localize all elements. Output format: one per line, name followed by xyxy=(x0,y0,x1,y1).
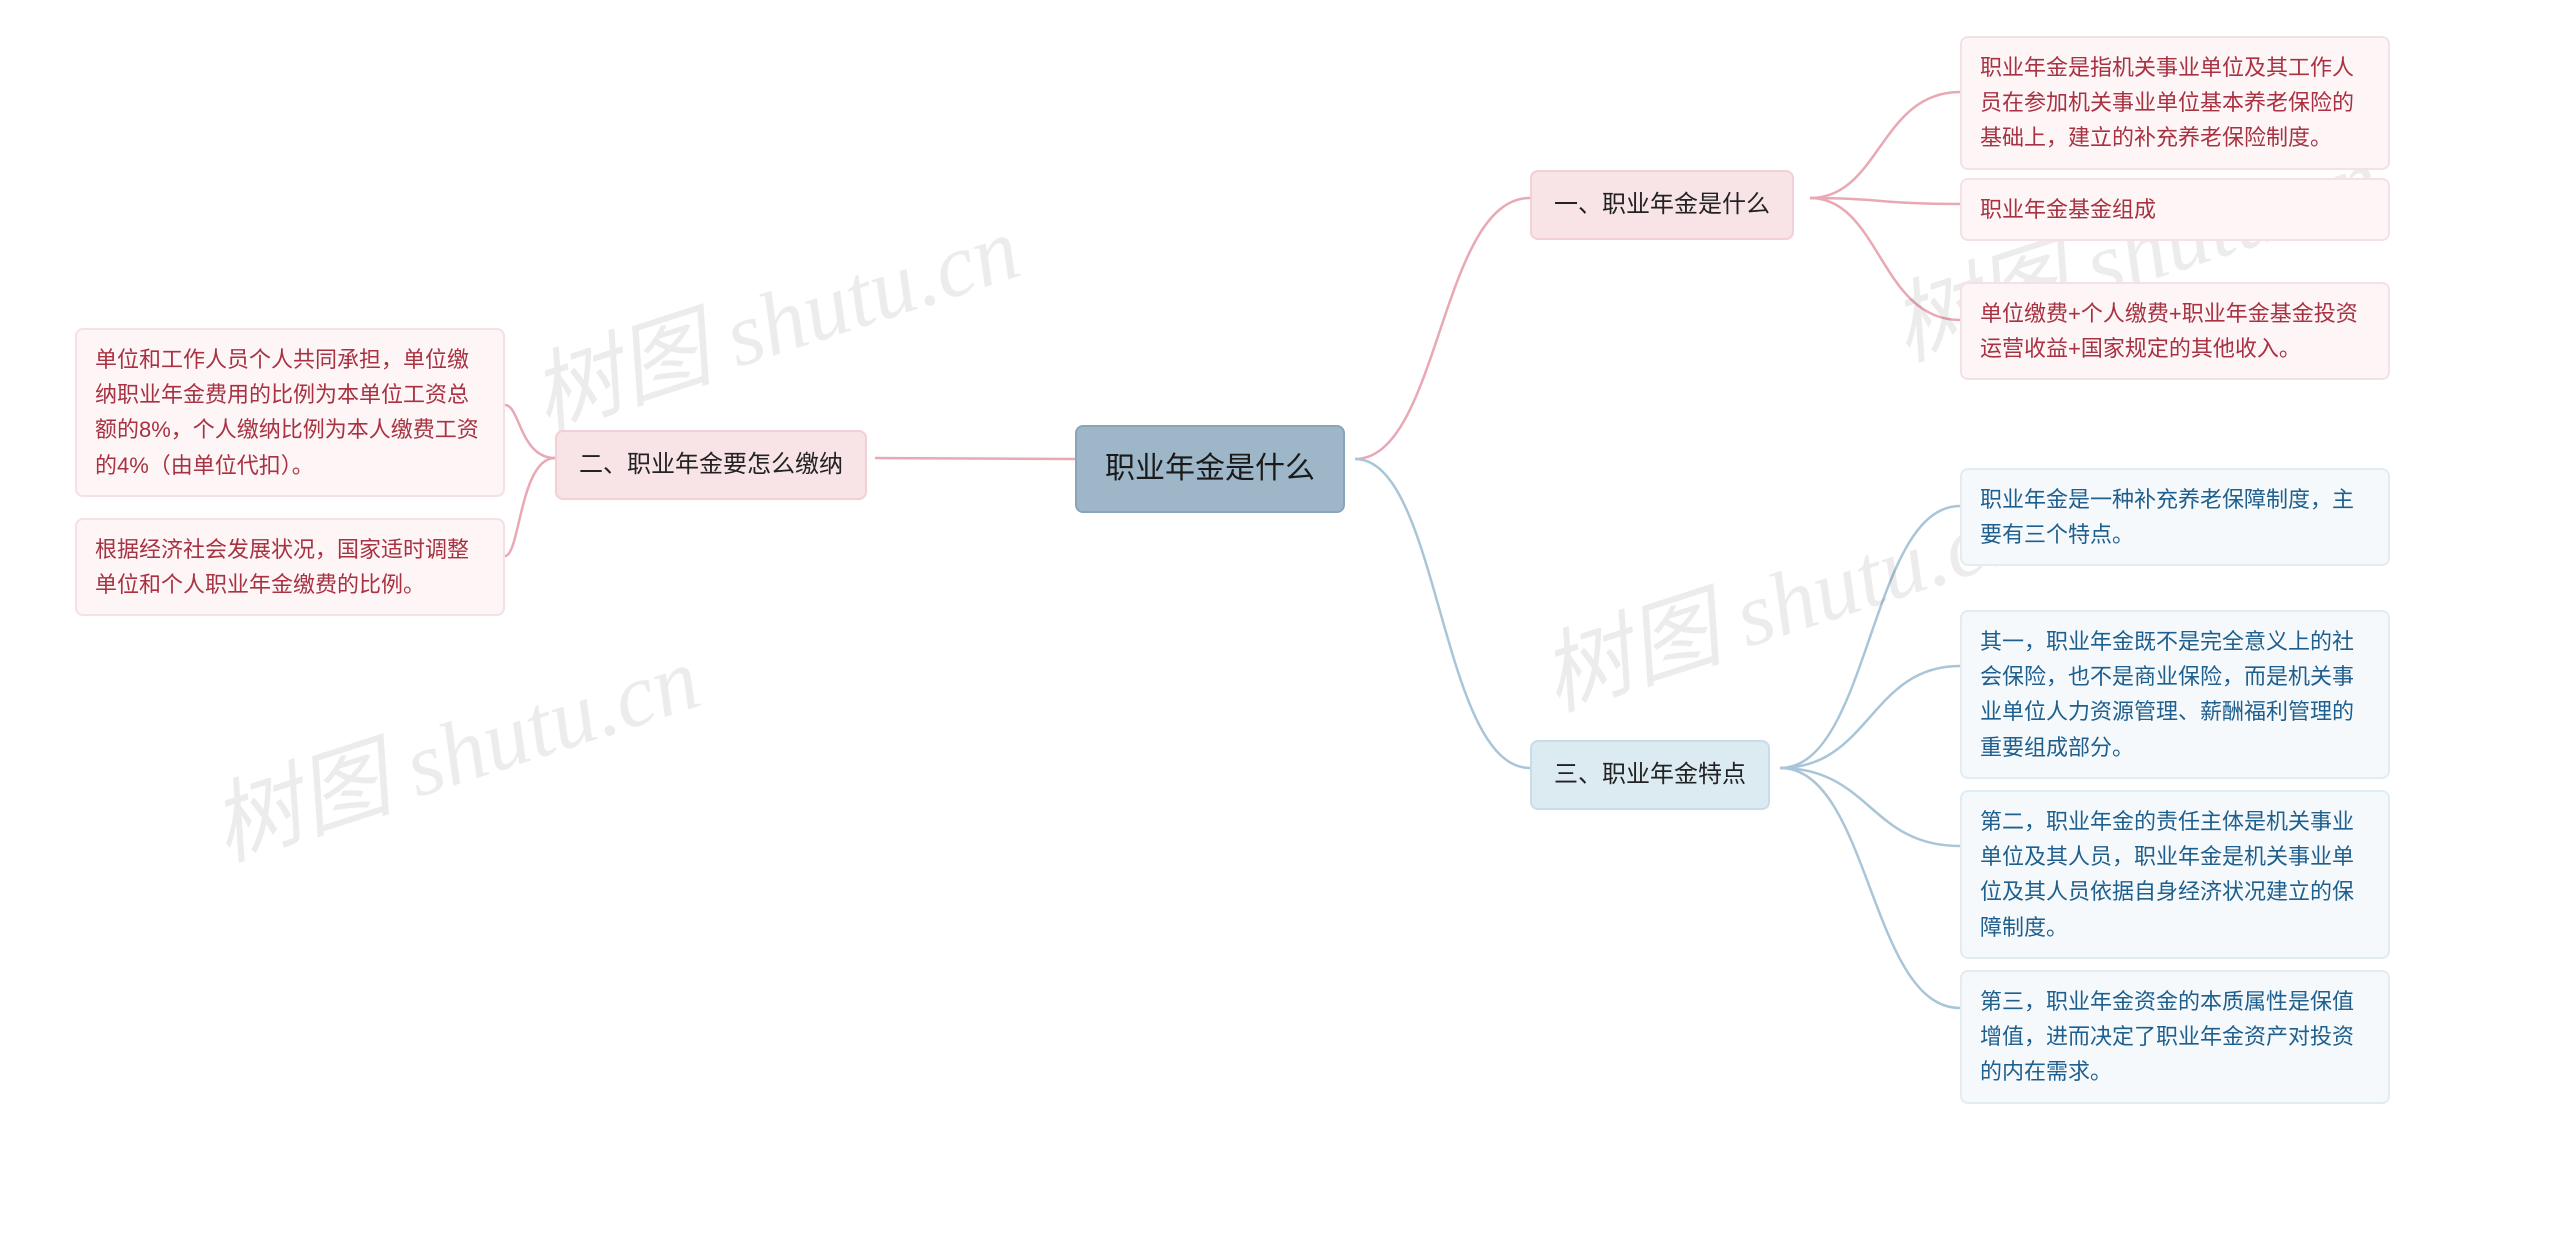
branch-2[interactable]: 二、职业年金要怎么缴纳 xyxy=(555,430,867,500)
leaf-b3-3[interactable]: 第二，职业年金的责任主体是机关事业单位及其人员，职业年金是机关事业单位及其人员依… xyxy=(1960,790,2390,959)
branch-3-label: 三、职业年金特点 xyxy=(1554,756,1746,794)
leaf-b3-2[interactable]: 其一，职业年金既不是完全意义上的社会保险，也不是商业保险，而是机关事业单位人力资… xyxy=(1960,610,2390,779)
leaf-text: 根据经济社会发展状况，国家适时调整单位和个人职业年金缴费的比例。 xyxy=(95,532,485,602)
branch-1-label: 一、职业年金是什么 xyxy=(1554,186,1770,224)
branch-3[interactable]: 三、职业年金特点 xyxy=(1530,740,1770,810)
leaf-b1-1[interactable]: 职业年金是指机关事业单位及其工作人员在参加机关事业单位基本养老保险的基础上，建立… xyxy=(1960,36,2390,170)
leaf-b2-2[interactable]: 根据经济社会发展状况，国家适时调整单位和个人职业年金缴费的比例。 xyxy=(75,518,505,616)
leaf-text: 职业年金是指机关事业单位及其工作人员在参加机关事业单位基本养老保险的基础上，建立… xyxy=(1980,50,2370,156)
mindmap-root[interactable]: 职业年金是什么 xyxy=(1075,425,1345,513)
branch-1[interactable]: 一、职业年金是什么 xyxy=(1530,170,1794,240)
leaf-text: 单位和工作人员个人共同承担，单位缴纳职业年金费用的比例为本单位工资总额的8%，个… xyxy=(95,342,485,483)
watermark: 树图 shutu.cn xyxy=(192,605,712,885)
leaf-b3-1[interactable]: 职业年金是一种补充养老保障制度，主要有三个特点。 xyxy=(1960,468,2390,566)
leaf-text: 职业年金是一种补充养老保障制度，主要有三个特点。 xyxy=(1980,482,2370,552)
leaf-text: 其一，职业年金既不是完全意义上的社会保险，也不是商业保险，而是机关事业单位人力资… xyxy=(1980,624,2370,765)
leaf-text: 单位缴费+个人缴费+职业年金基金投资运营收益+国家规定的其他收入。 xyxy=(1980,296,2370,366)
leaf-b1-3[interactable]: 单位缴费+个人缴费+职业年金基金投资运营收益+国家规定的其他收入。 xyxy=(1960,282,2390,380)
leaf-b2-1[interactable]: 单位和工作人员个人共同承担，单位缴纳职业年金费用的比例为本单位工资总额的8%，个… xyxy=(75,328,505,497)
leaf-text: 第三，职业年金资金的本质属性是保值增值，进而决定了职业年金资产对投资的内在需求。 xyxy=(1980,984,2370,1090)
leaf-b3-4[interactable]: 第三，职业年金资金的本质属性是保值增值，进而决定了职业年金资产对投资的内在需求。 xyxy=(1960,970,2390,1104)
branch-2-label: 二、职业年金要怎么缴纳 xyxy=(579,446,843,484)
leaf-text: 第二，职业年金的责任主体是机关事业单位及其人员，职业年金是机关事业单位及其人员依… xyxy=(1980,804,2370,945)
leaf-text: 职业年金基金组成 xyxy=(1980,192,2156,227)
watermark: 树图 shutu.cn xyxy=(512,175,1032,455)
root-label: 职业年金是什么 xyxy=(1105,445,1315,493)
leaf-b1-2[interactable]: 职业年金基金组成 xyxy=(1960,178,2390,241)
